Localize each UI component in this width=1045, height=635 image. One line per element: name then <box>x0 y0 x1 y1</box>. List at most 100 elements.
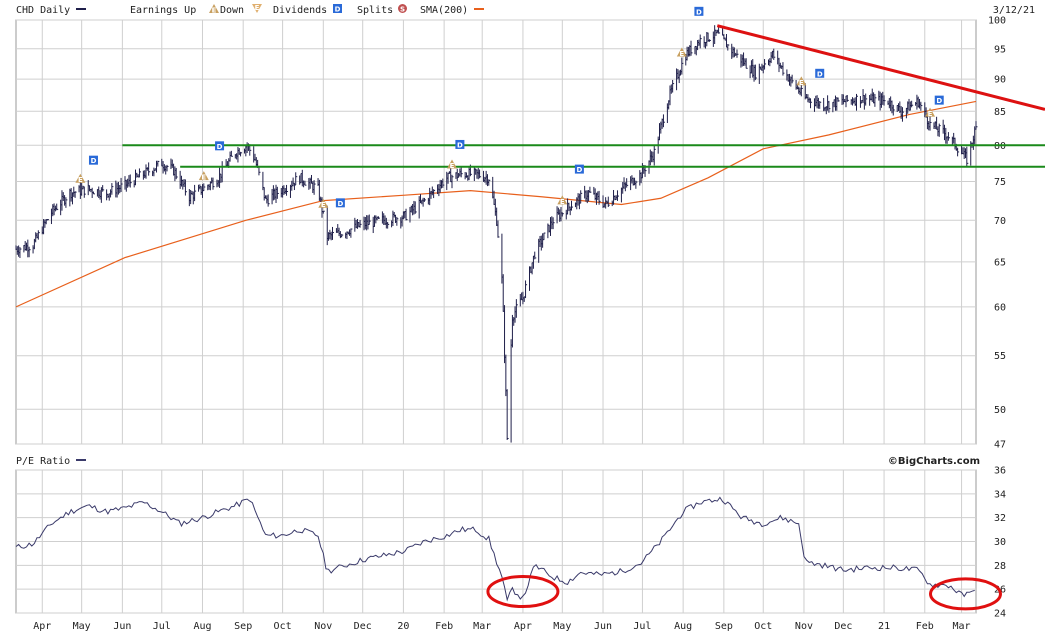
pe-y-tick-label: 32 <box>994 513 1006 524</box>
earnings-marker: E <box>318 198 329 209</box>
dividend-marker: D <box>694 6 704 16</box>
pe-y-tick-label: 34 <box>994 489 1006 500</box>
price-y-tick-label: 65 <box>994 257 1006 268</box>
pe-annotations <box>486 575 1002 611</box>
pe-y-tick-label: 30 <box>994 537 1006 548</box>
split-glyph: S <box>400 6 405 14</box>
symbol-label: CHD Daily <box>16 5 70 16</box>
earnings-marker-glyph: E <box>450 162 455 170</box>
earnings-up-glyph: E <box>212 7 217 15</box>
dividend-marker: D <box>574 164 584 174</box>
earnings-marker: E <box>557 195 568 206</box>
dividend-marker-square <box>215 141 225 151</box>
price-y-tick-label: 55 <box>994 351 1006 362</box>
price-grid <box>16 19 976 445</box>
dividend-marker-glyph: D <box>576 166 582 174</box>
dividend-glyph: D <box>335 6 341 14</box>
x-tick-label: Oct <box>754 621 772 632</box>
x-tick-label: Jun <box>594 621 612 632</box>
x-tick-label: Oct <box>274 621 292 632</box>
dividend-marker: D <box>88 155 98 165</box>
dividend-marker-square <box>934 95 944 105</box>
price-y-axis: 1009590858075706560555047 <box>988 16 1006 451</box>
earnings-down-label: Down <box>220 5 244 16</box>
price-legend-swatch <box>76 8 86 10</box>
earnings-marker-triangle <box>75 173 86 183</box>
earnings-marker-glyph: E <box>201 174 206 182</box>
dividend-marker-square <box>815 68 825 78</box>
dividend-marker: D <box>335 198 345 208</box>
earnings-marker: E <box>198 171 209 182</box>
price-y-tick-label: 95 <box>994 44 1006 55</box>
dividend-icon: D <box>333 4 342 14</box>
earnings-up-label: Earnings Up <box>130 5 196 16</box>
x-tick-label: Nov <box>795 621 813 632</box>
pe-y-tick-label: 24 <box>994 609 1006 620</box>
sma-legend-swatch <box>474 8 484 10</box>
splits-label: Splits <box>357 5 393 16</box>
x-tick-label: Dec <box>834 621 852 632</box>
price-y-tick-label: 85 <box>994 107 1006 118</box>
price-series <box>15 25 978 443</box>
earnings-marker-glyph: E <box>78 176 83 184</box>
x-tick-label: 21 <box>878 621 890 632</box>
dividend-marker-glyph: D <box>817 70 823 78</box>
sma-series <box>15 100 977 308</box>
earnings-marker-triangle <box>198 171 209 181</box>
x-tick-label: Apr <box>33 621 51 632</box>
earnings-up-triangle <box>209 4 219 13</box>
x-tick-label: Feb <box>916 621 934 632</box>
highlight-circle <box>928 577 1002 611</box>
earnings-up-icon: E <box>209 4 219 15</box>
dividend-marker-square <box>455 139 465 149</box>
earnings-down-icon: E <box>252 4 262 13</box>
dividend-marker-square <box>574 164 584 174</box>
bigcharts-credit: ©BigCharts.com <box>888 456 980 467</box>
x-tick-label: May <box>553 621 571 632</box>
pe-panel-label: P/E Ratio <box>16 456 70 467</box>
earnings-marker-triangle <box>796 76 807 86</box>
dividend-marker-square <box>335 198 345 208</box>
dividend-marker-glyph: D <box>337 200 343 208</box>
price-y-tick-label: 70 <box>994 216 1006 227</box>
earnings-down-glyph: E <box>255 4 260 12</box>
price-panel-frame <box>15 19 977 445</box>
dividend-marker: D <box>934 95 944 105</box>
trendline <box>716 24 1045 111</box>
dividends-label: Dividends <box>273 5 327 16</box>
dividend-marker: D <box>815 68 825 78</box>
pe-y-tick-label: 36 <box>994 466 1006 477</box>
x-tick-label: 20 <box>397 621 409 632</box>
dividend-marker-glyph: D <box>936 97 942 105</box>
price-y-tick-label: 50 <box>994 405 1006 416</box>
x-axis: Apr May Jun Jul Aug Sep Oct Nov Dec 20 Feb Mar Apr Ma… <box>33 621 970 632</box>
earnings-marker: E <box>75 173 86 184</box>
earnings-marker: E <box>796 76 807 87</box>
earnings-marker: E <box>925 107 936 118</box>
earnings-down-triangle <box>252 4 262 13</box>
split-circle <box>398 4 407 13</box>
x-tick-label: Aug <box>674 621 692 632</box>
x-tick-label: Apr <box>514 621 532 632</box>
earnings-marker-triangle <box>676 47 687 57</box>
dividend-marker: D <box>455 139 465 149</box>
dividend-marker-glyph: D <box>457 141 463 149</box>
x-tick-label: Nov <box>314 621 332 632</box>
legend-header: CHD Daily Earnings Up E Down E Dividends… <box>16 4 1035 16</box>
pe-grid <box>16 469 976 614</box>
price-y-tick-label: 90 <box>994 75 1006 86</box>
dividend-marker-glyph: D <box>91 157 97 165</box>
pe-series <box>15 496 975 602</box>
split-icon: S <box>398 4 407 14</box>
x-tick-label: Mar <box>953 621 971 632</box>
earnings-marker-triangle <box>318 198 329 208</box>
dividend-marker: D <box>215 141 225 151</box>
earnings-marker-glyph: E <box>321 201 326 209</box>
highlight-circle <box>486 575 560 609</box>
earnings-marker-glyph: E <box>799 79 804 87</box>
price-y-tick-label: 100 <box>988 16 1006 27</box>
x-tick-label: Aug <box>193 621 211 632</box>
price-y-tick-label: 47 <box>994 440 1006 451</box>
dividend-marker-square <box>88 155 98 165</box>
